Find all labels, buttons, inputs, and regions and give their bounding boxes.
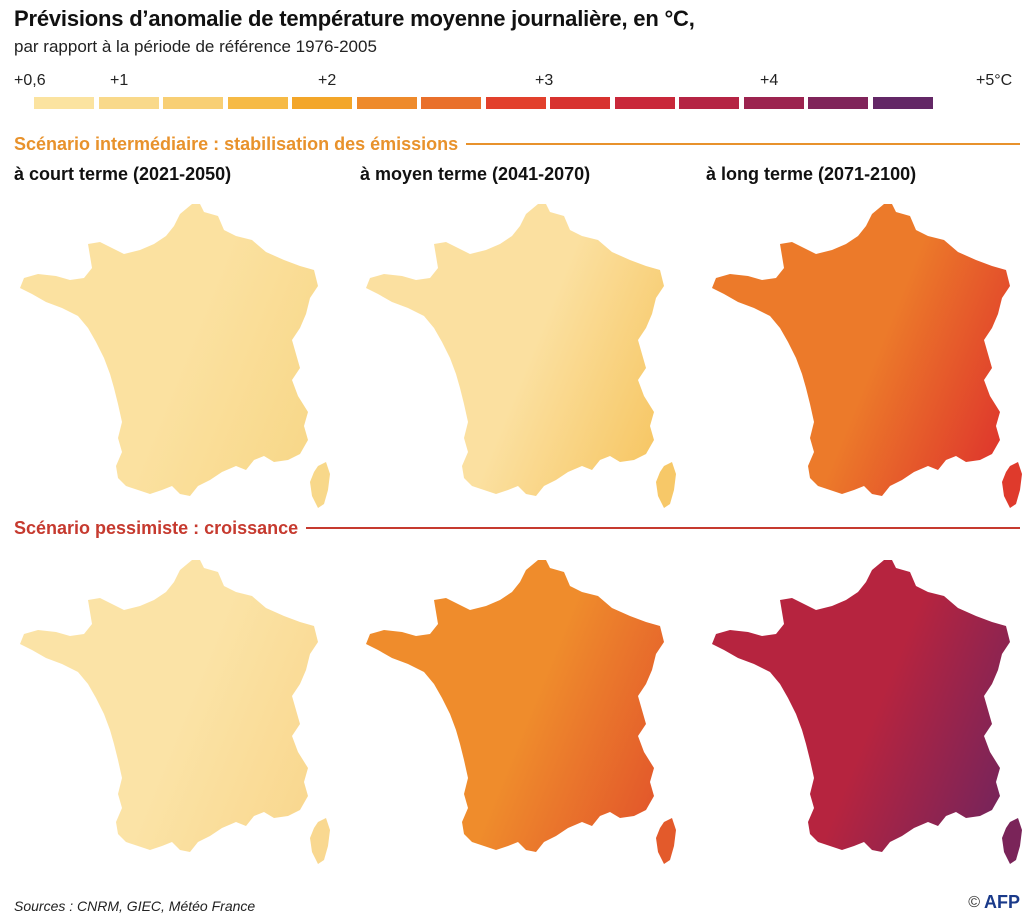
legend-tick-label: +2: [318, 72, 337, 89]
column-heading-long-term: à long terme (2071-2100): [706, 164, 917, 184]
mainland-france-shape: [366, 560, 664, 852]
legend-swatch: [614, 97, 675, 109]
scenario-header-intermediate: Scénario intermédiaire : stabilisation d…: [14, 133, 1020, 155]
map-intermediate-short-term: [14, 190, 334, 510]
column-heading-mid-term: à moyen terme (2041-2070): [360, 164, 591, 184]
mainland-france-shape: [712, 560, 1010, 852]
legend-swatch: [679, 97, 739, 109]
afp-logo: © AFP: [968, 892, 1020, 913]
legend-tick-label: +0,6: [14, 72, 46, 89]
france-map-svg: [712, 204, 1022, 508]
copyright-symbol: ©: [968, 893, 980, 911]
mainland-france-shape: [712, 204, 1010, 496]
france-map-svg: [366, 560, 676, 864]
scenario-rule: [466, 143, 1020, 145]
legend-swatch: [808, 97, 868, 109]
source-note: Sources : CNRM, GIEC, Météo France: [14, 898, 256, 914]
legend-tick-label: +3: [535, 72, 554, 89]
france-map-svg: [20, 560, 330, 864]
legend-swatch: [872, 97, 933, 109]
legend-tick-label: +5°C: [976, 72, 1013, 89]
france-map-svg: [366, 204, 676, 508]
corsica-shape: [1002, 462, 1022, 508]
mainland-france-shape: [366, 204, 664, 496]
corsica-shape: [656, 462, 676, 508]
legend-tick-label: +4: [760, 72, 779, 89]
map-intermediate-long-term: [706, 190, 1026, 510]
france-map-svg: [712, 560, 1022, 864]
map-intermediate-mid-term: [360, 190, 680, 510]
column-heading-short-term: à court terme (2021-2050): [14, 164, 232, 184]
legend-swatch: [98, 97, 159, 109]
legend-swatch: [292, 97, 352, 109]
chart-title: Prévisions d’anomalie de température moy…: [14, 6, 695, 31]
legend-swatch: [34, 97, 94, 109]
map-pessimistic-short-term: [14, 546, 334, 866]
france-map-svg: [20, 204, 330, 508]
scenario-header-pessimistic: Scénario pessimiste : croissance: [14, 517, 1020, 539]
corsica-shape: [1002, 818, 1022, 864]
mainland-france-shape: [20, 560, 318, 852]
legend-swatch: [356, 97, 417, 109]
legend-tick-label: +1: [110, 72, 129, 89]
legend-swatch: [227, 97, 288, 109]
legend-swatch: [163, 97, 223, 109]
color-legend: +0,6 +1 +2 +3 +4 +5°C: [14, 72, 1024, 114]
agency-name: AFP: [984, 892, 1020, 912]
corsica-shape: [310, 818, 330, 864]
legend-swatch: [550, 97, 610, 109]
legend-swatch: [421, 97, 481, 109]
mainland-france-shape: [20, 204, 318, 496]
scenario-label: Scénario intermédiaire : stabilisation d…: [14, 133, 459, 154]
scenario-rule: [306, 527, 1020, 529]
scenario-label: Scénario pessimiste : croissance: [14, 517, 299, 538]
map-pessimistic-long-term: [706, 546, 1026, 866]
legend-swatch: [485, 97, 546, 109]
map-pessimistic-mid-term: [360, 546, 680, 866]
legend-swatch: [743, 97, 804, 109]
chart-subtitle: par rapport à la période de référence 19…: [14, 37, 377, 56]
corsica-shape: [656, 818, 676, 864]
corsica-shape: [310, 462, 330, 508]
